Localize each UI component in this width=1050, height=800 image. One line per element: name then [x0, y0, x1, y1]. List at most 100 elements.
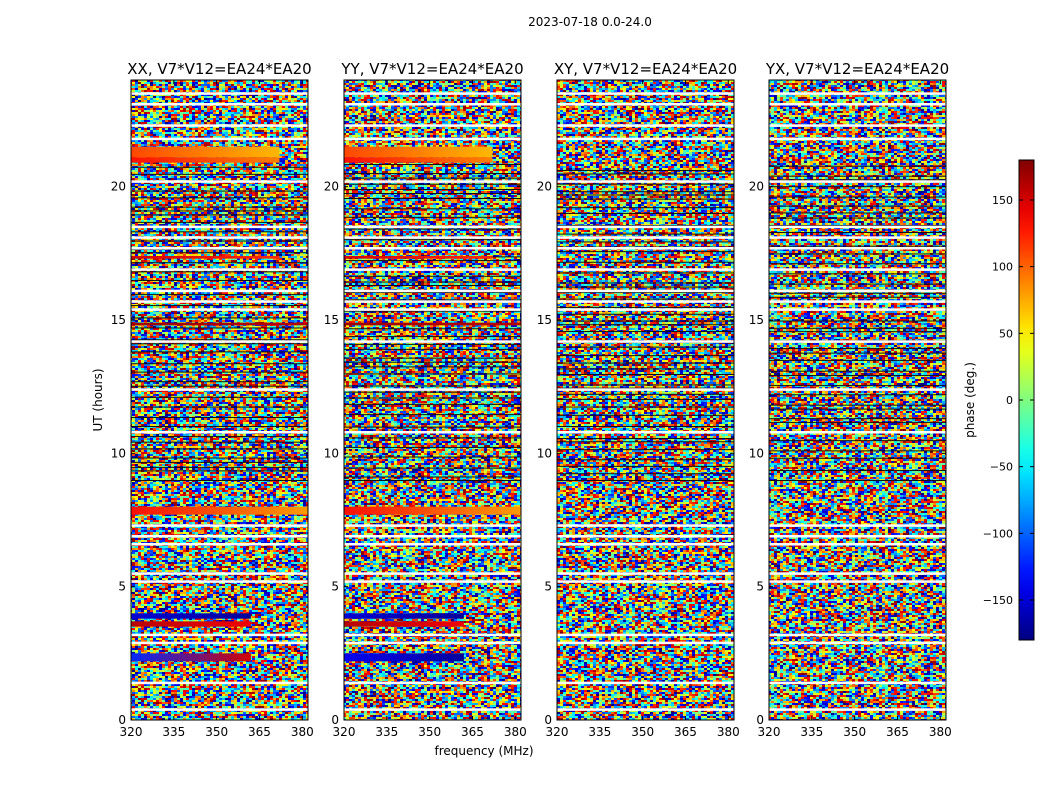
flagged-row: [344, 708, 521, 711]
x-tick-label: 380: [929, 725, 952, 739]
flagged-row: [557, 708, 734, 711]
time-separator: [344, 163, 521, 165]
flagged-row: [344, 388, 521, 391]
time-separator: [557, 191, 734, 193]
coherent-phase-band: [344, 506, 521, 515]
flagged-row: [769, 340, 946, 343]
panel-title: XX, V7*V12=EA24*EA20: [127, 60, 311, 78]
time-separator: [557, 473, 734, 475]
time-separator: [344, 208, 521, 210]
time-separator: [557, 251, 734, 253]
time-separator: [344, 177, 521, 179]
time-separator: [557, 306, 734, 308]
time-separator: [769, 375, 946, 377]
flagged-row: [344, 247, 521, 250]
x-tick-label: 380: [504, 725, 527, 739]
time-separator: [769, 348, 946, 350]
flagged-row: [769, 103, 946, 106]
time-separator: [131, 343, 308, 345]
time-separator: [557, 398, 734, 400]
coherent-phase-band: [344, 146, 493, 158]
time-separator: [769, 394, 946, 396]
time-separator: [131, 221, 308, 223]
time-separator: [557, 393, 734, 395]
time-separator: [344, 239, 521, 241]
time-separator: [557, 449, 734, 451]
time-separator: [131, 166, 308, 168]
time-separator: [769, 212, 946, 214]
flagged-row: [344, 225, 521, 229]
coherent-phase-band: [131, 146, 280, 158]
flagged-row: [131, 580, 308, 583]
time-separator: [557, 425, 734, 427]
flagged-row: [344, 535, 521, 538]
x-tick-label: 335: [588, 725, 611, 739]
flagged-row: [557, 641, 734, 645]
axes-frame: [130, 79, 309, 721]
flagged-row: [344, 180, 521, 183]
flagged-row: [344, 103, 521, 106]
flagged-row: [344, 137, 521, 141]
flagged-row: [557, 247, 734, 250]
flagged-row: [557, 124, 734, 127]
time-separator: [344, 403, 521, 405]
colorbar-tick-label: 150: [992, 194, 1013, 207]
time-separator: [769, 296, 946, 298]
flagged-row: [344, 633, 521, 637]
time-separator: [344, 343, 521, 345]
flagged-row: [344, 681, 521, 685]
time-separator: [344, 291, 521, 293]
flagged-row: [769, 180, 946, 183]
flagged-row: [131, 388, 308, 391]
time-separator: [131, 210, 308, 212]
time-separator: [131, 371, 308, 373]
flagged-row: [557, 524, 734, 527]
y-tick-label: 15: [749, 313, 764, 327]
time-separator: [769, 205, 946, 207]
coherent-phase-band: [131, 256, 280, 259]
time-separator: [557, 261, 734, 263]
coherent-phase-band: [344, 621, 464, 627]
flagged-row: [557, 180, 734, 183]
flagged-row: [769, 431, 946, 434]
time-separator: [344, 216, 521, 218]
time-separator: [344, 228, 521, 230]
time-separator: [131, 252, 308, 254]
time-separator: [131, 436, 308, 438]
time-separator: [344, 189, 521, 191]
flagged-row: [769, 681, 946, 685]
time-separator: [769, 245, 946, 247]
time-separator: [769, 480, 946, 481]
flagged-row: [769, 308, 946, 311]
coherent-phase-band: [344, 157, 493, 163]
time-separator: [344, 426, 521, 428]
time-separator: [131, 206, 308, 208]
time-separator: [769, 283, 946, 285]
time-separator: [557, 441, 734, 443]
time-separator: [769, 165, 946, 167]
flagged-row: [557, 268, 734, 271]
time-separator: [557, 212, 734, 214]
time-separator: [557, 414, 734, 416]
y-tick-label: 5: [544, 580, 552, 594]
time-separator: [769, 385, 946, 387]
coherent-phase-band: [131, 322, 308, 326]
colorbar-tick-label: 0: [1006, 394, 1013, 407]
time-separator: [769, 320, 946, 322]
flagged-row: [344, 340, 521, 343]
time-separator: [344, 284, 521, 286]
time-separator: [557, 465, 734, 467]
flagged-row: [769, 580, 946, 583]
x-tick-label: 320: [333, 725, 356, 739]
time-separator: [131, 197, 308, 199]
time-separator: [344, 260, 521, 262]
flagged-row: [344, 289, 521, 293]
time-separator: [131, 448, 308, 450]
time-separator: [769, 359, 946, 361]
x-tick-label: 320: [546, 725, 569, 739]
time-separator: [769, 196, 946, 198]
time-separator: [344, 446, 521, 448]
time-separator: [557, 384, 734, 386]
phase-noise-field: [557, 80, 734, 720]
